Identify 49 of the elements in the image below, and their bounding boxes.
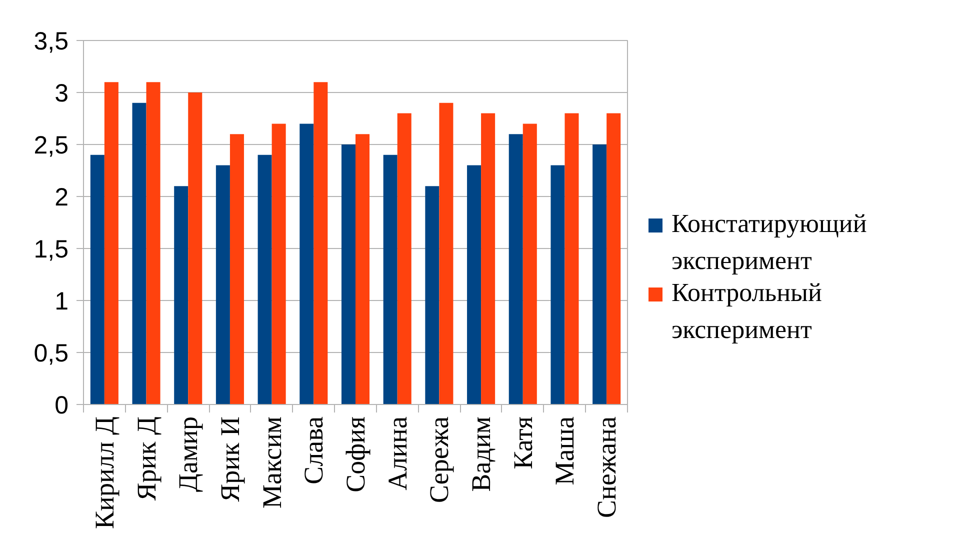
bar [397,113,412,404]
bar [314,82,328,404]
x-tick-label: Вадим [466,416,496,492]
bar [300,124,314,404]
x-tick-label: Ярик Д [131,416,162,501]
x-tick-label: Катя [508,416,538,470]
legend-label: Контрольный эксперимент [672,278,822,344]
x-tick-label: София [340,416,370,492]
bar [188,92,202,404]
y-tick-label: 1,5 [34,236,69,264]
bar [425,186,440,404]
bar [564,113,579,404]
y-tick-label: 2,5 [34,132,69,160]
bar [356,134,370,404]
bar [216,165,230,404]
bar [341,144,356,404]
bar [258,154,272,404]
bar [104,82,118,404]
y-tick-label: 0 [54,392,68,420]
y-tick-label: 2 [54,184,68,212]
x-tick-label: Маша [550,416,580,486]
bar [383,154,398,404]
x-tick-label: Снежана [592,416,622,518]
bar [606,113,621,404]
bar [550,165,565,404]
bar [439,102,454,404]
x-tick-label: Кирилл Д [89,416,120,530]
x-tick-label: Максим [256,416,287,508]
x-tick-label: Алина [382,416,412,490]
bar [174,186,188,404]
y-tick-label: 3,5 [34,28,69,56]
y-tick-label: 1 [54,288,68,316]
y-tick-label: 3 [54,80,68,108]
bar [230,134,244,404]
bar [146,82,160,404]
legend-label: Констатирующий эксперимент [672,209,867,275]
bar [508,134,523,404]
bar [592,144,607,404]
bar [132,102,146,404]
bar [481,113,496,404]
bar [522,124,537,404]
bar [272,124,286,404]
x-tick-label: Ярик И [214,416,245,502]
bar [467,165,482,404]
bar [90,154,104,404]
x-tick-label: Слава [298,416,329,484]
x-tick-label: Сережа [424,416,454,503]
y-tick-label: 0,5 [34,340,69,368]
x-tick-label: Дамир [173,416,204,492]
